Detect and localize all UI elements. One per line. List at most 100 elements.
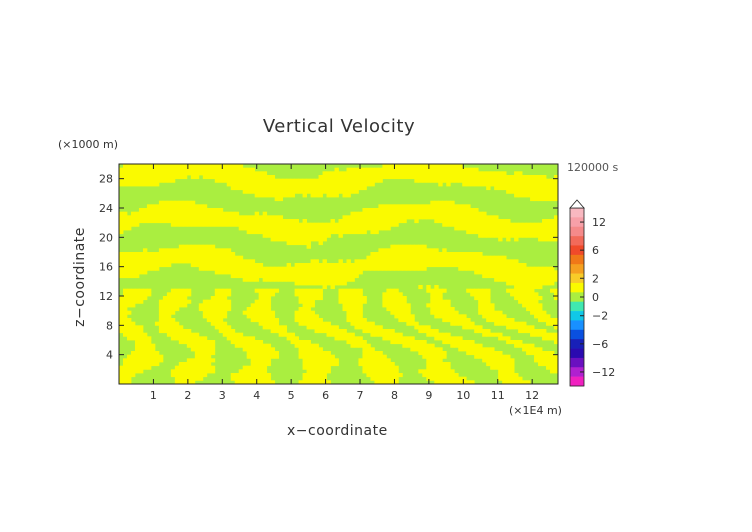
field-cell: [274, 274, 280, 279]
field-cell: [370, 263, 375, 268]
field-cell: [358, 226, 363, 231]
field-cell: [394, 307, 399, 312]
field-cell: [502, 178, 507, 183]
field-cell: [486, 270, 491, 275]
field-cell: [470, 351, 475, 356]
field-cell: [430, 296, 435, 301]
field-cell: [198, 171, 204, 176]
field-cell: [310, 376, 315, 381]
field-cell: [410, 340, 415, 345]
field-cell: [166, 211, 172, 216]
field-cell: [258, 263, 264, 268]
field-cell: [434, 263, 439, 268]
field-cell: [542, 237, 547, 242]
field-cell: [450, 314, 455, 319]
field-cell: [302, 266, 307, 271]
field-cell: [242, 178, 248, 183]
field-cell: [458, 259, 463, 264]
field-cell: [250, 310, 256, 315]
field-cell: [119, 321, 124, 326]
field-cell: [542, 318, 547, 323]
field-cell: [394, 369, 399, 374]
field-cell: [194, 358, 200, 363]
field-cell: [310, 314, 315, 319]
field-cell: [202, 358, 208, 363]
field-cell: [130, 164, 136, 169]
field-cell: [486, 362, 491, 367]
field-cell: [310, 321, 315, 326]
field-cell: [546, 321, 551, 326]
field-cell: [446, 314, 451, 319]
field-cell: [546, 281, 551, 286]
field-cell: [222, 266, 228, 271]
field-cell: [394, 222, 399, 227]
field-cell: [262, 182, 268, 187]
colorbar-tick-label: 0: [592, 291, 599, 304]
field-cell: [362, 351, 367, 356]
field-cell: [522, 329, 527, 334]
field-cell: [454, 321, 459, 326]
field-cell: [378, 171, 383, 176]
x-axis-label: x−coordinate: [287, 423, 388, 439]
field-cell: [282, 274, 288, 279]
field-cell: [418, 255, 423, 260]
field-cell: [418, 266, 423, 271]
field-cell: [134, 329, 140, 334]
field-cell: [410, 336, 415, 341]
field-cell: [406, 307, 411, 312]
field-cell: [242, 259, 248, 264]
field-cell: [350, 288, 355, 293]
field-cell: [482, 175, 487, 180]
field-cell: [522, 175, 527, 180]
field-cell: [490, 226, 495, 231]
field-cell: [494, 233, 499, 238]
field-cell: [294, 343, 299, 348]
field-cell: [514, 226, 519, 231]
field-cell: [194, 373, 200, 378]
field-cell: [446, 299, 451, 304]
field-cell: [430, 263, 435, 268]
field-cell: [546, 182, 551, 187]
field-cell: [230, 215, 236, 220]
field-cell: [314, 288, 319, 293]
field-cell: [542, 175, 547, 180]
field-cell: [294, 274, 299, 279]
field-cell: [310, 347, 315, 352]
field-cell: [542, 189, 547, 194]
field-cell: [422, 244, 427, 249]
field-cell: [438, 365, 443, 370]
field-cell: [370, 171, 375, 176]
field-cell: [238, 164, 244, 169]
field-cell: [274, 186, 280, 191]
field-cell: [218, 259, 224, 264]
field-cell: [262, 233, 268, 238]
field-cell: [330, 332, 335, 337]
field-cell: [170, 252, 176, 257]
field-cell: [262, 296, 268, 301]
field-cell: [130, 255, 136, 260]
field-cell: [246, 219, 252, 224]
field-cell: [270, 292, 276, 297]
field-cell: [190, 373, 196, 378]
field-cell: [542, 186, 547, 191]
field-cell: [142, 263, 148, 268]
field-cell: [434, 296, 439, 301]
field-cell: [290, 182, 295, 187]
field-cell: [394, 252, 399, 257]
field-cell: [330, 230, 335, 235]
field-cell: [346, 318, 351, 323]
field-cell: [250, 182, 256, 187]
field-cell: [178, 200, 184, 205]
field-cell: [326, 266, 331, 271]
field-cell: [530, 307, 535, 312]
field-cell: [550, 318, 555, 323]
field-cell: [186, 369, 192, 374]
field-cell: [394, 314, 399, 319]
field-cell: [382, 365, 387, 370]
field-cell: [418, 347, 423, 352]
field-cell: [318, 358, 323, 363]
field-cell: [210, 369, 216, 374]
field-cell: [226, 303, 232, 308]
field-cell: [370, 362, 375, 367]
field-cell: [138, 171, 144, 176]
